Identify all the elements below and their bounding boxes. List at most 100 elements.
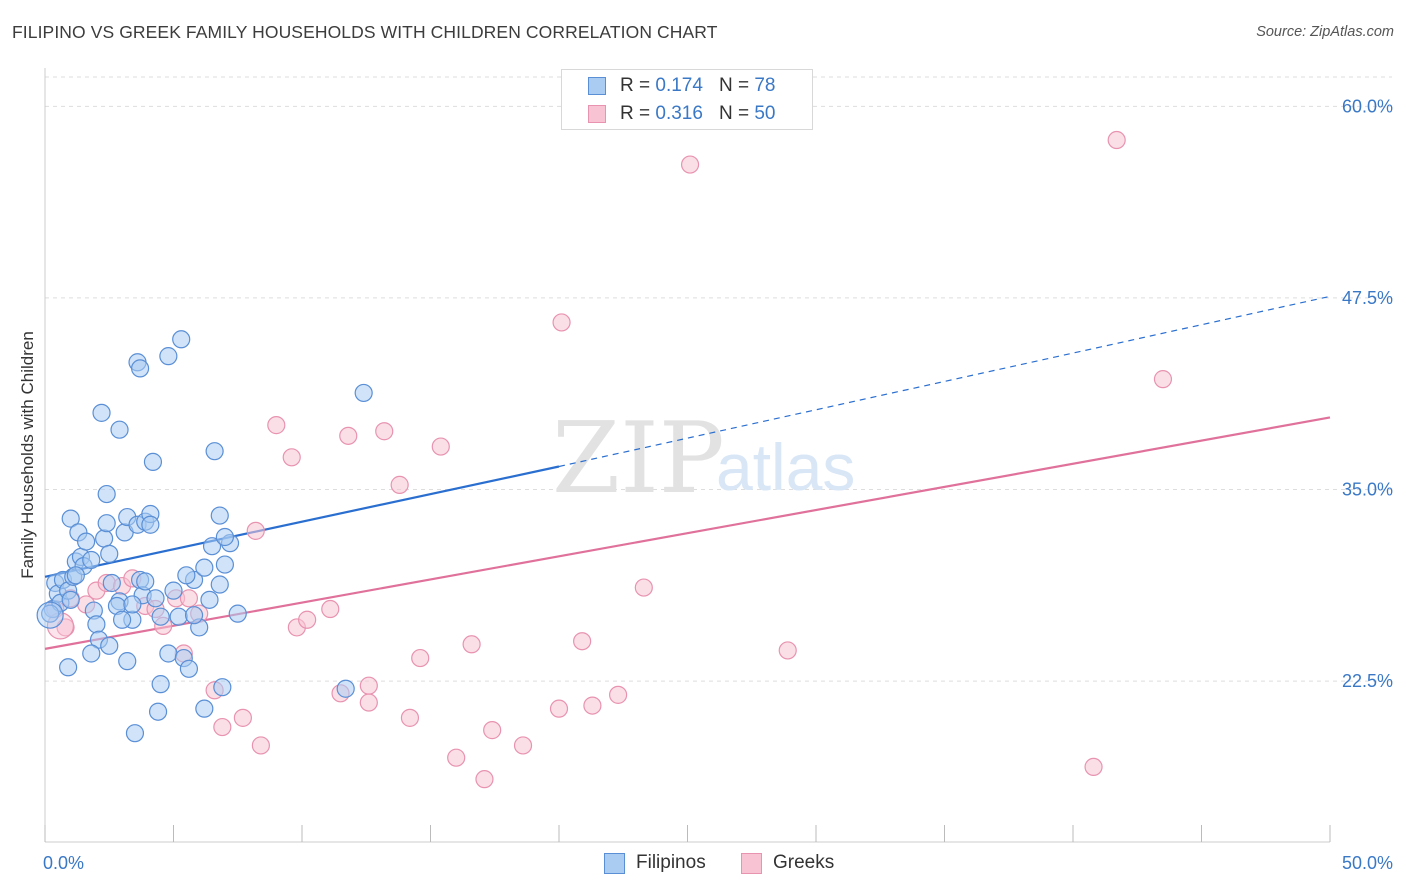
series-legend: Filipinos Greeks — [0, 852, 1406, 878]
legend-filipinos-swatch — [604, 852, 625, 874]
legend-row-greeks: R = 0.316 N = 50 — [588, 102, 775, 126]
filipinos-point — [61, 590, 80, 609]
x-tick-label: 0.0% — [43, 853, 84, 873]
filipinos-point — [169, 607, 188, 626]
greeks-swatch — [588, 105, 606, 123]
greeks-n-label: N = — [718, 103, 750, 124]
filipinos-point — [82, 550, 101, 570]
greeks-n-value: 50 — [754, 103, 776, 124]
trend-lines — [44, 295, 1331, 650]
greeks-point — [246, 521, 265, 540]
greeks-point — [447, 748, 466, 767]
filipinos-point — [141, 515, 160, 534]
filipinos-point — [146, 589, 165, 608]
filipinos-point — [123, 595, 142, 614]
filipinos-point — [159, 644, 178, 663]
greeks-r-label: R = — [620, 103, 651, 124]
greeks-point — [390, 475, 409, 494]
filipinos-point — [228, 604, 247, 623]
greeks-point — [475, 770, 494, 789]
filipinos-r-label: R = — [620, 75, 651, 96]
filipinos-point — [130, 359, 150, 378]
greeks-point — [251, 736, 270, 755]
source-label: Source: ZipAtlas.com — [1256, 24, 1394, 40]
filipinos-point — [148, 702, 168, 721]
filipinos-point — [82, 644, 101, 663]
greeks-point — [1107, 130, 1126, 150]
filipinos-point — [100, 544, 119, 563]
filipinos-point — [210, 506, 229, 525]
filipinos-point — [354, 383, 373, 403]
filipinos-point — [151, 607, 170, 626]
filipinos-point — [336, 679, 355, 698]
filipinos-point — [102, 573, 121, 593]
filipinos-point — [59, 658, 78, 677]
watermark-atlas: atlas — [716, 430, 855, 504]
filipinos-point — [215, 555, 234, 574]
filipinos-point — [202, 537, 222, 556]
filipinos-point — [77, 532, 96, 551]
filipinos-trend-extension — [558, 295, 1331, 468]
greeks-point — [179, 589, 199, 608]
y-tick-label: 22.5% — [1342, 671, 1393, 691]
stats-legend: R = 0.174 N = 78 R = 0.316 N = 50 — [561, 69, 813, 130]
filipinos-point — [125, 724, 145, 743]
filipinos-point — [136, 572, 155, 591]
axes — [44, 68, 1331, 843]
filipinos-point — [215, 527, 234, 547]
filipinos-n-label: N = — [718, 75, 750, 96]
greeks-point — [233, 708, 252, 727]
filipinos-point — [118, 652, 137, 671]
filipinos-point — [97, 484, 116, 504]
filipinos-point — [200, 590, 219, 609]
greeks-point — [359, 676, 378, 695]
greeks-r-value: 0.316 — [655, 103, 703, 124]
filipinos-point — [95, 529, 114, 548]
filipinos-point — [100, 636, 119, 655]
greeks-trend-line — [44, 416, 1331, 650]
tick-labels: 22.5% 35.0% 47.5% 60.0% 0.0% 50.0% — [43, 96, 1393, 873]
greeks-point — [339, 426, 358, 445]
greeks-point — [483, 721, 502, 740]
legend-item-greeks: Greeks — [741, 852, 834, 874]
filipinos-point — [66, 566, 85, 585]
filipinos-n-value: 78 — [754, 75, 776, 96]
filipinos-swatch — [588, 77, 606, 95]
greeks-point — [431, 437, 450, 456]
greeks-point — [778, 641, 797, 660]
chart-title: FILIPINO VS GREEK FAMILY HOUSEHOLDS WITH… — [12, 22, 718, 42]
filipinos-point — [172, 330, 191, 349]
filipinos-point — [143, 452, 163, 471]
filipinos-point — [92, 403, 111, 422]
greeks-point — [634, 578, 653, 597]
filipinos-point — [87, 615, 106, 634]
filipinos-point — [195, 699, 214, 718]
filipinos-point — [184, 606, 204, 625]
greeks-point — [267, 416, 286, 435]
greeks-point — [583, 696, 602, 715]
greeks-point — [298, 610, 317, 629]
filipinos-point — [213, 678, 232, 697]
y-tick-label: 60.0% — [1342, 96, 1393, 116]
filipinos-cluster-point — [36, 601, 64, 629]
filipinos-point — [159, 347, 178, 366]
greeks-point — [573, 632, 592, 651]
filipinos-point — [179, 659, 199, 678]
greeks-point — [680, 155, 700, 174]
greeks-point — [1084, 757, 1103, 776]
filipinos-point — [61, 509, 80, 528]
greeks-point — [359, 693, 378, 712]
greeks-point — [1153, 370, 1173, 389]
greeks-point — [375, 422, 394, 441]
filipinos-point — [164, 581, 183, 600]
gridlines — [45, 76, 1392, 682]
greeks-point — [321, 599, 340, 619]
greeks-point — [282, 448, 301, 467]
greeks-point — [400, 708, 420, 727]
watermark-zip: ZIP — [552, 402, 725, 516]
filipinos-point — [110, 420, 129, 439]
greeks-point — [513, 736, 533, 755]
greeks-point — [552, 313, 571, 332]
filipinos-point — [195, 558, 214, 577]
filipinos-point — [151, 675, 170, 694]
